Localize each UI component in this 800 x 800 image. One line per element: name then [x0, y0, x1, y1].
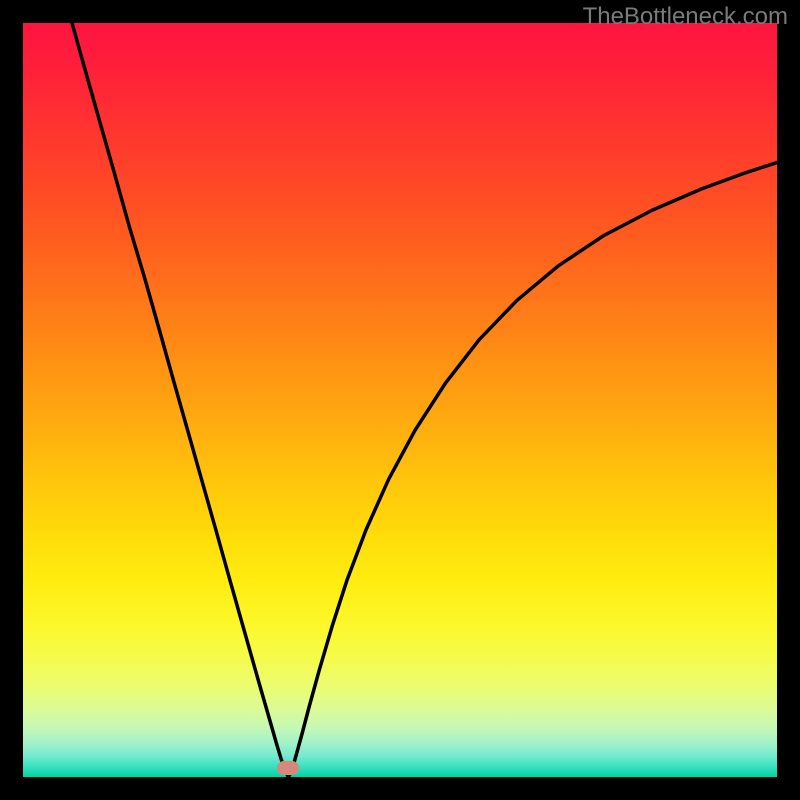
curve-path: [72, 23, 777, 777]
bottleneck-curve: [23, 23, 777, 777]
frame-border-bottom: [0, 777, 800, 800]
optimum-marker: [277, 761, 299, 775]
watermark-text: TheBottleneck.com: [583, 3, 788, 31]
frame-border-right: [777, 0, 800, 800]
chart-frame: TheBottleneck.com: [0, 0, 800, 800]
frame-border-left: [0, 0, 23, 800]
plot-area: [23, 23, 777, 777]
